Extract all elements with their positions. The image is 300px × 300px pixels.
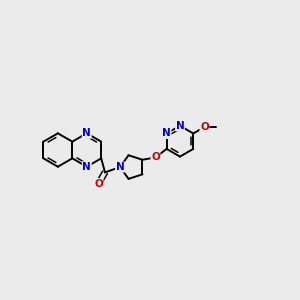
Text: N: N [116, 162, 124, 172]
Text: O: O [200, 122, 209, 132]
Text: N: N [82, 162, 91, 172]
Text: O: O [151, 152, 160, 163]
Text: N: N [82, 128, 91, 138]
Text: N: N [176, 121, 184, 131]
Text: N: N [162, 128, 171, 139]
Text: O: O [94, 178, 103, 188]
